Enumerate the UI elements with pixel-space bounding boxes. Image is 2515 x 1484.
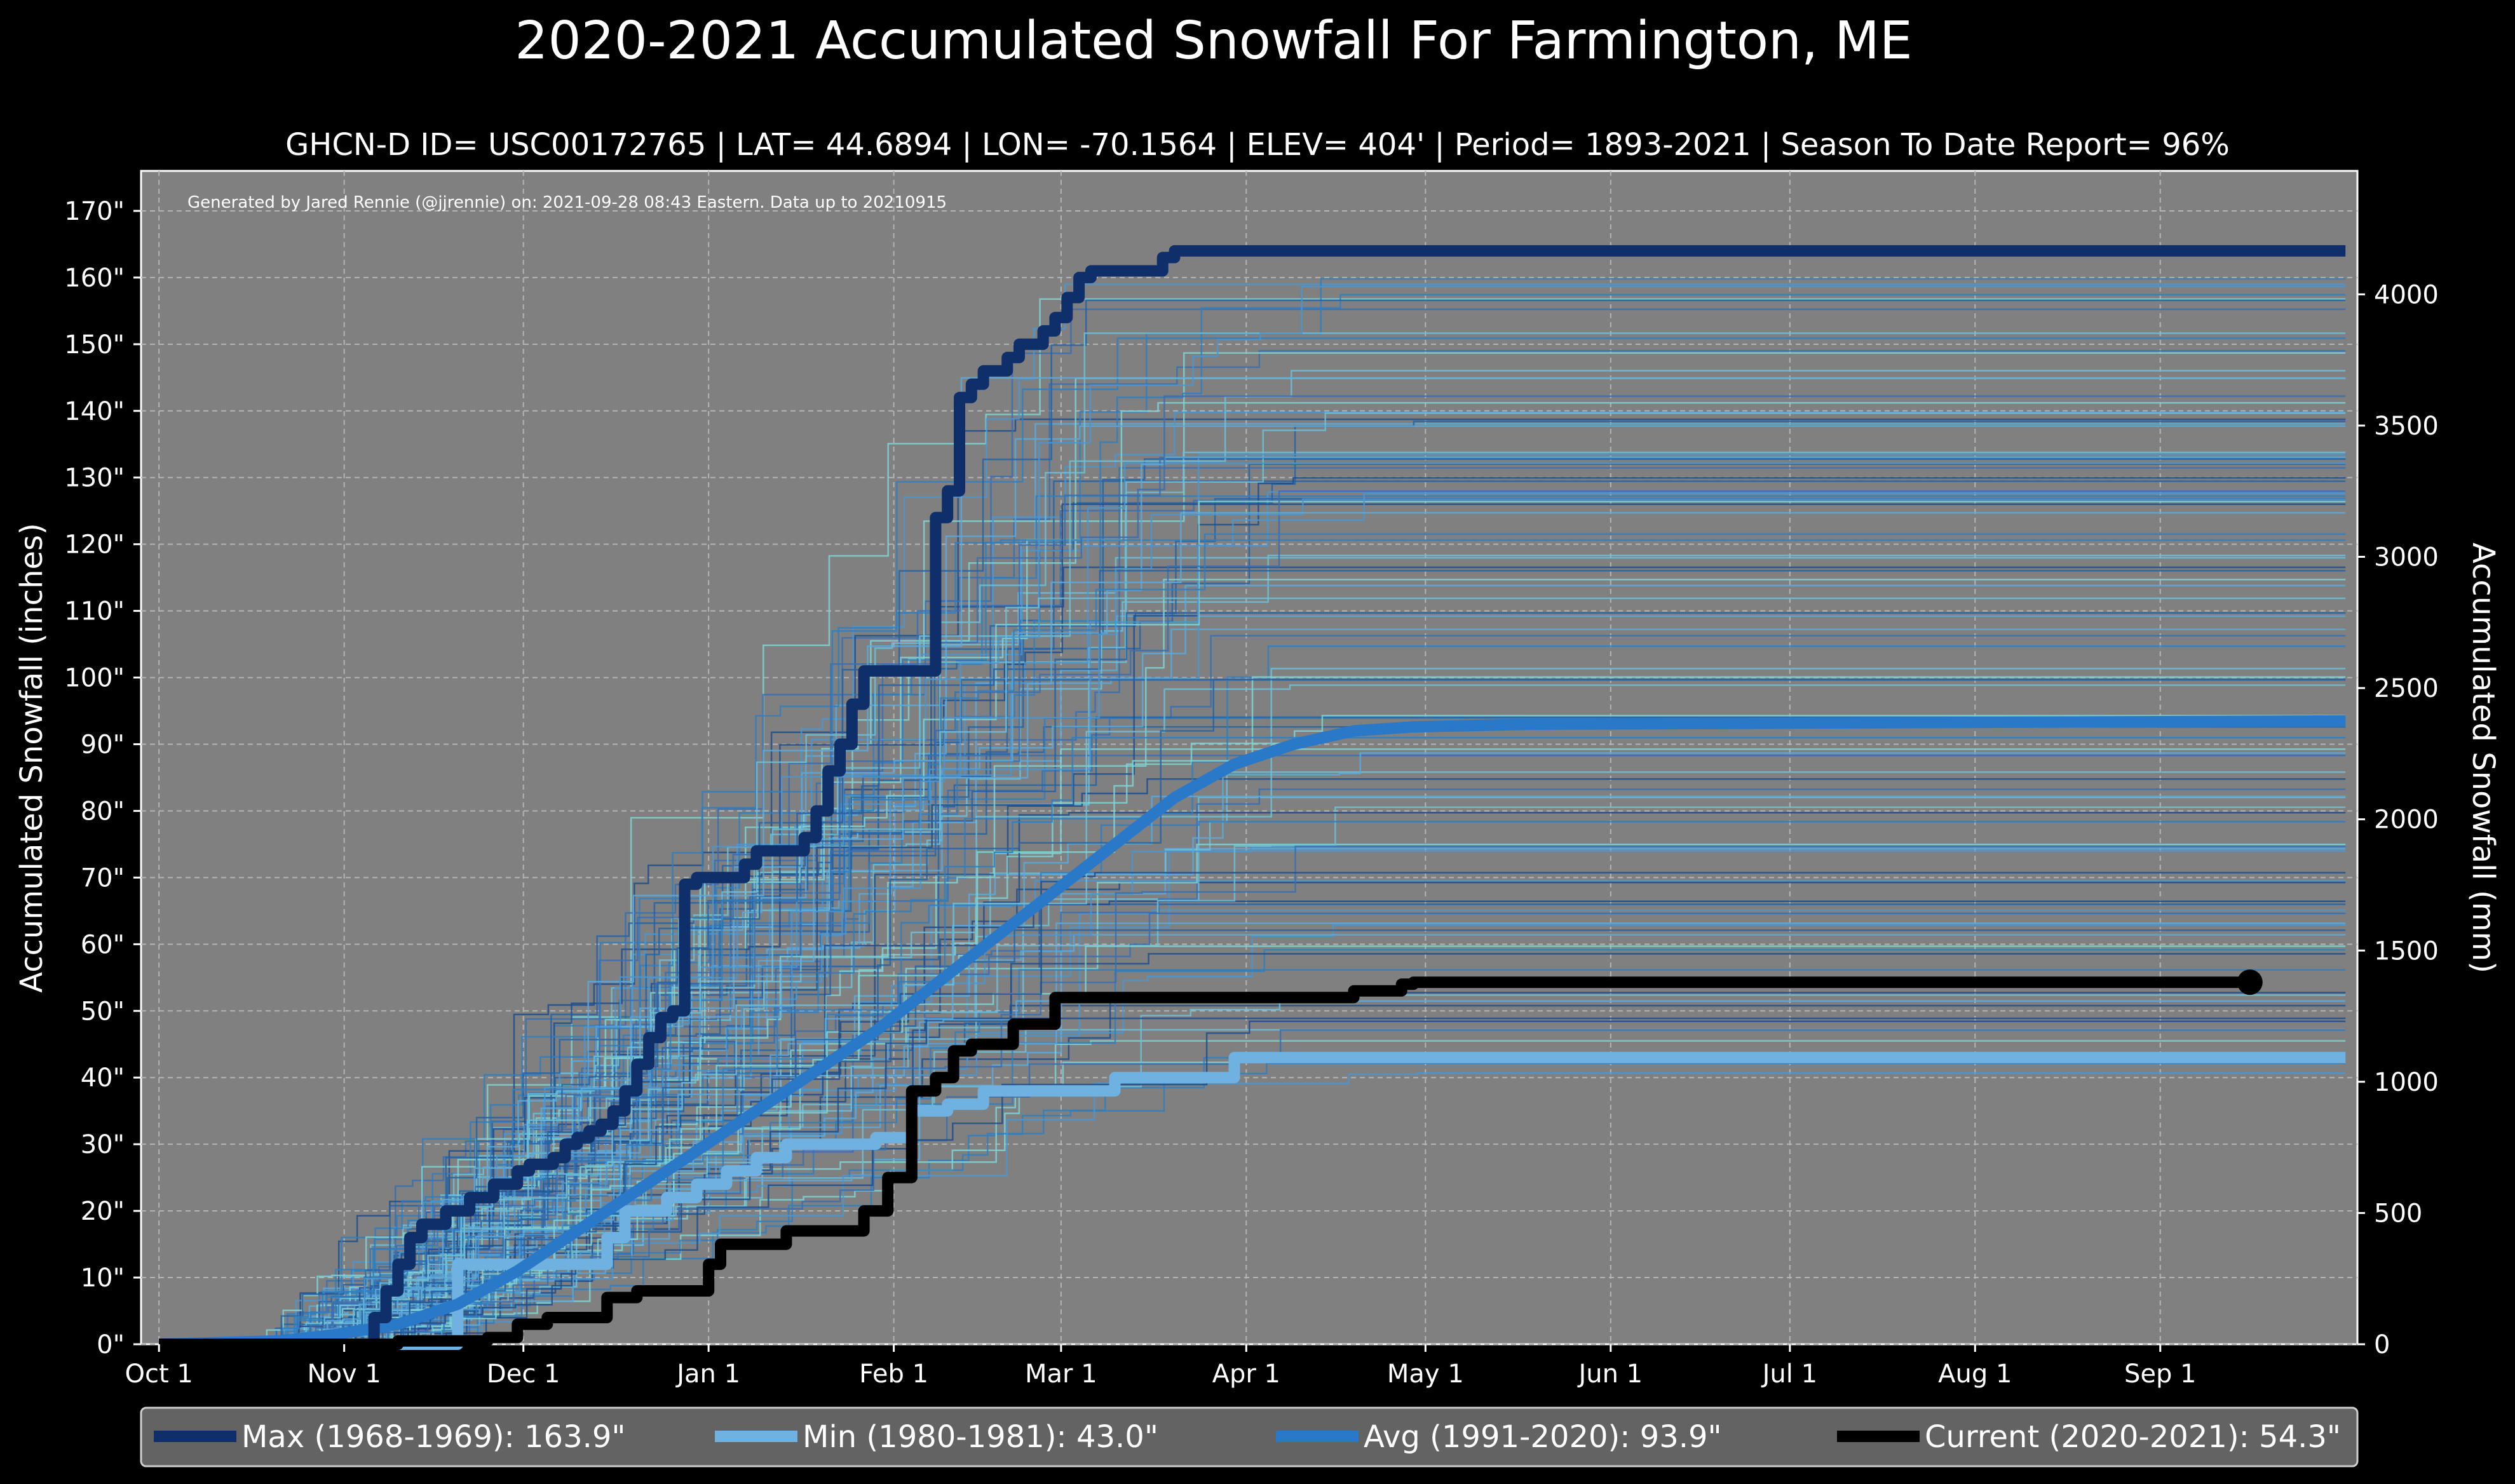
historical-season-line (159, 493, 2346, 1346)
legend-label: Max (1968-1969): 163.9" (241, 1419, 626, 1455)
y-tick-label: 110" (64, 597, 125, 626)
historical-season-line (159, 499, 2346, 1346)
x-tick-label: Nov 1 (308, 1359, 381, 1389)
highlighted-series (158, 245, 2346, 1350)
x-tick-label: Mar 1 (1025, 1359, 1097, 1389)
y-tick-label: 90" (81, 731, 125, 760)
series-line-0 (159, 245, 2346, 1350)
historical-season-line (159, 299, 2346, 1346)
y-tick-label: 70" (81, 863, 125, 893)
y2-tick-label: 2000 (2374, 806, 2439, 835)
historical-season-line (159, 533, 2346, 1346)
y2-axis-ticks: 0 500 1000 1500 2000 2500 3000 3500 4000 (2357, 280, 2439, 1359)
y2-tick-label: 1500 (2374, 936, 2439, 966)
y2-tick-label: 2500 (2374, 674, 2439, 703)
historical-season-line (159, 539, 2346, 1346)
legend-swatch (715, 1431, 797, 1442)
y-tick-label: 170" (64, 197, 125, 226)
historical-season-line (159, 350, 2346, 1346)
legend-label: Avg (1991-2020): 93.9" (1364, 1419, 1722, 1455)
historical-season-line (159, 476, 2346, 1346)
y-axis-label: Accumulated Snowfall (inches) (14, 523, 50, 993)
y-tick-label: 150" (64, 330, 125, 360)
historical-season-line (159, 1020, 2346, 1346)
y2-tick-label: 3500 (2374, 412, 2439, 441)
historical-season-line (159, 597, 2346, 1346)
x-tick-label: Dec 1 (487, 1359, 560, 1389)
historical-season-line (159, 584, 2346, 1346)
legend-label: Min (1980-1981): 43.0" (803, 1419, 1158, 1455)
y-tick-label: 120" (64, 530, 125, 560)
y-tick-label: 50" (81, 997, 125, 1026)
historical-season-line (159, 1029, 2346, 1346)
historical-season-line (159, 736, 2346, 1346)
current-end-marker (2237, 969, 2263, 995)
x-tick-label: Jun 1 (1576, 1359, 1643, 1389)
credit-annotation: Generated by Jared Rennie (@jjrennie) on… (187, 193, 947, 212)
x-tick-label: Feb 1 (859, 1359, 928, 1389)
x-tick-label: Sep 1 (2124, 1359, 2197, 1389)
y2-tick-label: 1000 (2374, 1068, 2439, 1097)
y-tick-label: 100" (64, 664, 125, 693)
historical-season-line (159, 684, 2346, 1346)
y-tick-label: 80" (81, 797, 125, 826)
y2-tick-label: 3000 (2374, 543, 2439, 572)
historical-season-line (159, 795, 2346, 1346)
legend-box (140, 1406, 2359, 1467)
x-tick-label: Jul 1 (1761, 1359, 1817, 1389)
chart-subtitle: GHCN-D ID= USC00172765 | LAT= 44.6894 | … (285, 127, 2230, 163)
y-tick-label: 60" (81, 930, 125, 959)
chart-title: 2020-2021 Accumulated Snowfall For Farmi… (515, 11, 1912, 71)
legend-swatch (1837, 1431, 1920, 1442)
x-tick-label: Aug 1 (1938, 1359, 2012, 1389)
y-tick-label: 10" (81, 1264, 125, 1293)
legend: Max (1968-1969): 163.9" Min (1980-1981): … (140, 1406, 2359, 1467)
x-tick-label: Oct 1 (125, 1359, 193, 1389)
y2-tick-label: 500 (2374, 1199, 2422, 1228)
y-tick-label: 130" (64, 464, 125, 493)
series-line-2 (158, 715, 2346, 1350)
y-axis-ticks: 0" 10" 20" 30" 40" 50" 60" 70" 80" 90" 100" 110" 120… (64, 197, 141, 1359)
y2-axis-label: Accumulated Snowfall (mm) (2465, 543, 2501, 973)
x-axis-ticks: Oct 1 Nov 1 Dec 1 Jan 1 Feb 1 Mar 1 Apr 1 May 1… (125, 1344, 2197, 1389)
x-tick-label: Jan 1 (675, 1359, 740, 1389)
series-line-1 (159, 1051, 2346, 1350)
legend-label: Current (2020-2021): 54.3" (1925, 1419, 2341, 1455)
historical-season-line (159, 395, 2346, 1346)
historical-season-line (159, 668, 2346, 1346)
legend-swatch (1276, 1431, 1359, 1442)
y-tick-label: 20" (81, 1197, 125, 1226)
y-tick-label: 0" (97, 1330, 125, 1359)
legend-swatch (154, 1431, 236, 1442)
historical-season-line (159, 676, 2346, 1346)
y2-tick-label: 0 (2374, 1330, 2390, 1359)
y-tick-label: 160" (64, 264, 125, 293)
x-tick-label: May 1 (1387, 1359, 1464, 1389)
historical-season-line (159, 337, 2346, 1346)
y-tick-label: 140" (64, 397, 125, 426)
x-tick-label: Apr 1 (1212, 1359, 1280, 1389)
y-tick-label: 30" (81, 1130, 125, 1159)
y2-tick-label: 4000 (2374, 280, 2439, 309)
y-tick-label: 40" (81, 1063, 125, 1093)
series-line-3 (159, 976, 2250, 1350)
